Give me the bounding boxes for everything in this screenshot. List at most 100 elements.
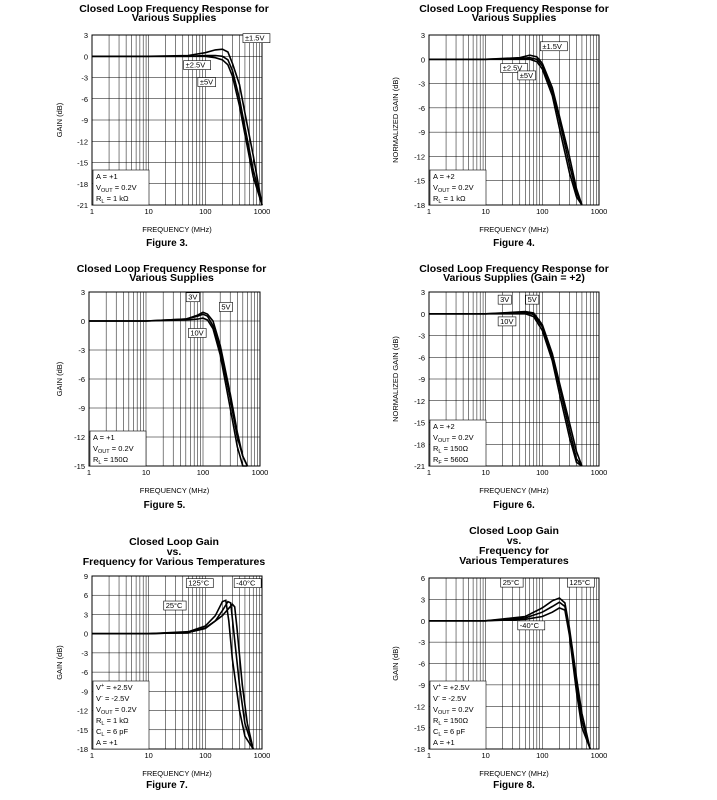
y-tick-label: 3 (81, 288, 85, 297)
condition-line: RL = 1 kΩ (96, 716, 129, 727)
condition-line: RL = 150Ω (93, 455, 129, 466)
series-label-box (517, 620, 546, 631)
series-line (92, 602, 254, 750)
series-label-box (540, 41, 568, 52)
plot-frame (88, 291, 261, 467)
y-tick-label: -15 (77, 159, 88, 168)
y-tick-label: 0 (84, 52, 88, 61)
y-tick-label: -12 (414, 152, 425, 161)
plot-frame (428, 291, 600, 467)
plot-frame (91, 575, 263, 750)
y-tick-label: -6 (418, 353, 425, 362)
y-tick-label: 6 (84, 591, 88, 600)
y-tick-label: 3 (421, 595, 425, 604)
figure-caption: Figure 7. (146, 780, 188, 791)
x-tick-label: 1 (427, 207, 431, 216)
series-label-box (188, 328, 207, 338)
y-tick-label: -18 (414, 745, 425, 754)
series-line (89, 317, 248, 467)
y-tick-label: -15 (414, 177, 425, 186)
chart-title-line: Various Temperatures (459, 555, 569, 567)
y-tick-label: -9 (81, 116, 88, 125)
x-tick-label: 1 (87, 468, 91, 477)
y-axis-label: NORMALIZED GAIN (dB) (391, 336, 400, 422)
series-label-box (197, 77, 216, 87)
x-tick-label: 10 (481, 468, 489, 477)
y-tick-label: -15 (414, 724, 425, 733)
condition-line: V+ = +2.5V (433, 683, 470, 692)
series-label: 5V (221, 302, 230, 311)
x-tick-label: 10 (481, 207, 489, 216)
series-label: -40°C (520, 621, 540, 630)
condition-line: VOUT = 0.2V (433, 705, 474, 716)
series-label-box (242, 33, 271, 43)
chart-title-line: Various Supplies (132, 12, 217, 24)
condition-line: A = +2 (433, 422, 455, 431)
series-label-box (567, 577, 595, 588)
y-axis-label: NORMALIZED GAIN (dB) (391, 77, 400, 163)
y-tick-label: 0 (421, 310, 425, 319)
condition-line: V- = -2.5V (96, 694, 129, 703)
y-tick-label: -6 (418, 104, 425, 113)
chart-title-line: Frequency for Various Temperatures (83, 556, 266, 568)
x-axis-label: FREQUENCY (MHz) (142, 225, 212, 234)
condition-line: A = +2 (433, 172, 455, 181)
series-label-box (497, 294, 512, 305)
y-tick-label: -6 (78, 375, 85, 384)
figure-caption: Figure 3. (146, 238, 188, 249)
conditions-box (89, 430, 147, 467)
y-tick-label: 0 (81, 317, 85, 326)
series-line (429, 597, 591, 750)
y-tick-label: -12 (74, 433, 85, 442)
chart-title-line: Closed Loop Frequency Response for (419, 263, 609, 275)
x-axis-label: FREQUENCY (MHz) (479, 486, 549, 495)
x-tick-label: 100 (199, 207, 212, 216)
y-tick-label: -12 (77, 137, 88, 146)
y-axis-label: GAIN (dB) (391, 646, 400, 681)
figure-caption: Figure 6. (493, 500, 535, 511)
x-tick-label: 1 (90, 207, 94, 216)
chart-title-line: vs. (507, 535, 522, 547)
condition-line: VOUT = 0.2V (93, 444, 134, 455)
plot-frame (91, 34, 263, 206)
condition-line: RF = 560Ω (433, 455, 469, 466)
y-tick-label: -3 (81, 74, 88, 83)
condition-line: CL = 6 pF (433, 727, 465, 738)
x-tick-label: 1000 (591, 207, 608, 216)
series-label-box (219, 302, 233, 312)
series-label: 125°C (188, 579, 210, 588)
y-axis-label: GAIN (dB) (55, 102, 64, 137)
y-tick-label: 3 (84, 31, 88, 40)
series-label: 125°C (569, 578, 591, 587)
series-label-box (233, 578, 262, 588)
y-tick-label: 0 (84, 630, 88, 639)
series-label: 5V (528, 295, 537, 304)
y-tick-label: -3 (418, 638, 425, 647)
series-label-box (497, 316, 517, 327)
condition-line: VOUT = 0.2V (433, 183, 474, 194)
chart-figure-3: Closed Loop Frequency Response forVariou… (55, 3, 270, 249)
chart-title-line: Various Supplies (472, 12, 557, 24)
y-tick-label: -12 (77, 707, 88, 716)
series-label: 10V (500, 317, 513, 326)
conditions-box (92, 169, 150, 206)
figure-caption: Figure 4. (493, 238, 535, 249)
series-label: ±2.5V (186, 61, 206, 70)
y-tick-label: -6 (81, 668, 88, 677)
chart-title-line: Closed Loop Frequency Response for (77, 263, 267, 275)
plot-frame (428, 34, 600, 206)
series-line (92, 55, 263, 206)
y-axis-label: GAIN (dB) (55, 645, 64, 680)
condition-line: A = +1 (96, 172, 118, 181)
chart-title-line: Closed Loop Frequency Response for (419, 3, 609, 15)
y-tick-label: -6 (81, 95, 88, 104)
series-label-box (525, 294, 540, 305)
y-tick-label: 6 (421, 574, 425, 583)
x-tick-label: 100 (197, 468, 210, 477)
y-tick-label: -9 (418, 375, 425, 384)
series-label: 10V (190, 329, 203, 338)
condition-line: VOUT = 0.2V (96, 705, 137, 716)
chart-figure-4: Closed Loop Frequency Response forVariou… (391, 3, 609, 249)
y-tick-label: -15 (74, 462, 85, 471)
